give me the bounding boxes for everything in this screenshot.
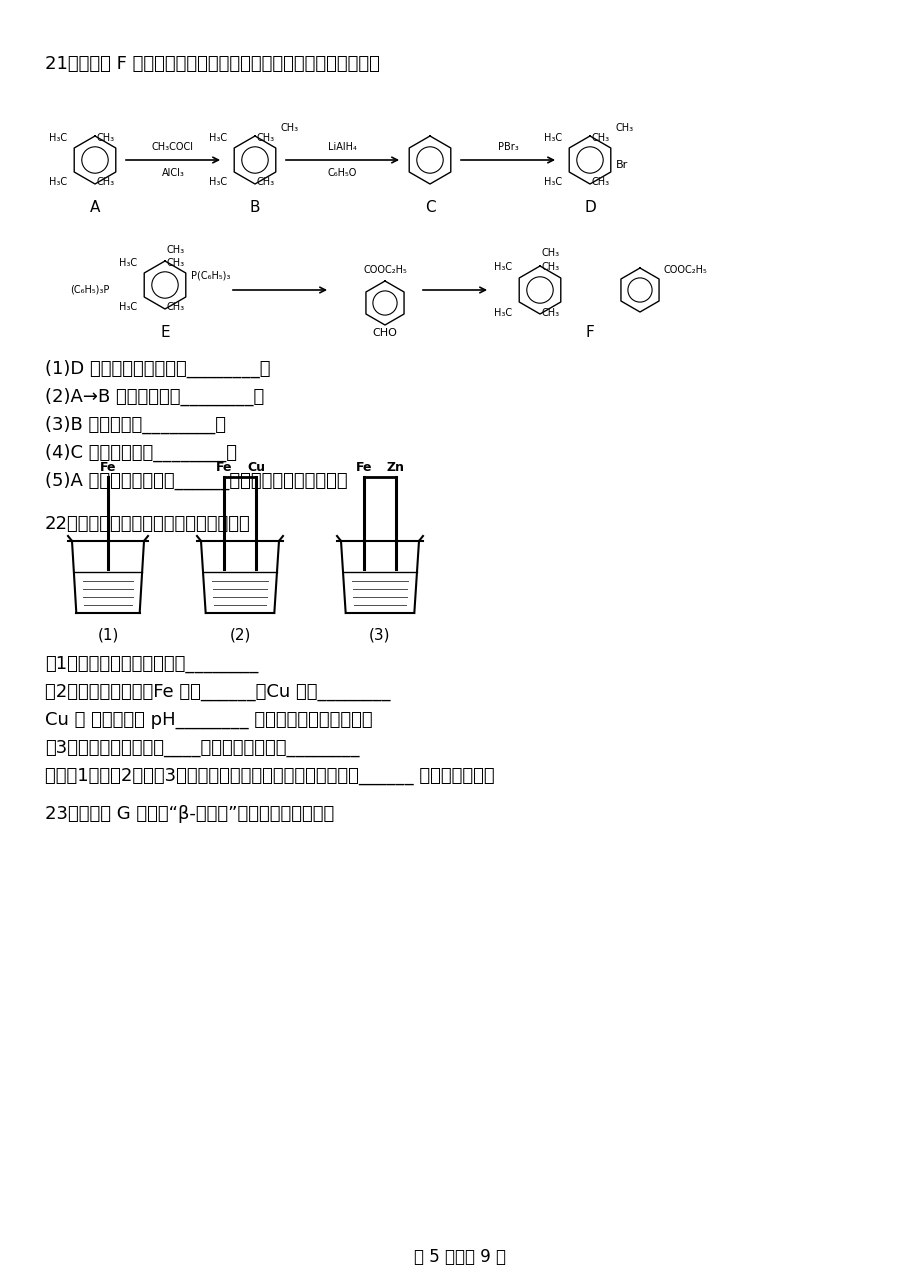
Text: C₆H₅O: C₆H₅O [327, 168, 357, 178]
Text: Fe: Fe [216, 461, 232, 474]
Text: (3): (3) [369, 628, 391, 642]
Text: CH₃: CH₃ [616, 123, 633, 132]
Text: E: E [160, 325, 170, 340]
Text: 23．有机物 G 是一种“β-兴奋剂”，其合成路线如下：: 23．有机物 G 是一种“β-兴奋剂”，其合成路线如下： [45, 805, 334, 824]
Text: CH₃: CH₃ [96, 177, 115, 187]
Text: C: C [425, 200, 435, 215]
Text: COOC₂H₅: COOC₂H₅ [664, 265, 707, 275]
Text: P(C₆H₅)₃: P(C₆H₅)₃ [191, 270, 230, 280]
Text: CH₃: CH₃ [541, 308, 560, 318]
Text: D: D [584, 200, 596, 215]
Text: (C₆H₅)₃P: (C₆H₅)₃P [71, 285, 110, 295]
Text: H₃C: H₃C [119, 302, 137, 312]
Text: Br: Br [616, 160, 628, 171]
Text: LiAlH₄: LiAlH₄ [328, 143, 357, 151]
Text: H₃C: H₃C [543, 177, 562, 187]
Text: CH₃: CH₃ [256, 132, 275, 143]
Text: CH₃: CH₃ [167, 244, 185, 255]
Text: CH₃: CH₃ [167, 258, 185, 269]
Text: Fe: Fe [99, 461, 116, 474]
Text: H₃C: H₃C [494, 262, 512, 272]
Text: Fe: Fe [356, 461, 372, 474]
Text: 比较（1）、（2）、（3）中纯铁被腑蚀的速率由快到慢的顺序______ （用序号回答）: 比较（1）、（2）、（3）中纯铁被腑蚀的速率由快到慢的顺序______ （用序号… [45, 768, 494, 785]
Text: H₃C: H₃C [543, 132, 562, 143]
Text: CH₃: CH₃ [591, 132, 609, 143]
Text: (4)C 的结构简式为________。: (4)C 的结构简式为________。 [45, 444, 237, 462]
Text: （1）中反应的离子方程式为________: （1）中反应的离子方程式为________ [45, 656, 258, 673]
Text: H₃C: H₃C [49, 177, 67, 187]
Text: (1)D 中所含官能团名称为________。: (1)D 中所含官能团名称为________。 [45, 360, 270, 378]
Text: CH₃: CH₃ [591, 177, 609, 187]
Text: (2)A→B 的反应类型是________。: (2)A→B 的反应类型是________。 [45, 388, 264, 406]
Text: CHO: CHO [372, 328, 397, 339]
Text: H₃C: H₃C [494, 308, 512, 318]
Text: (5)A 的核磁共振氢谱有______种类型氢原子的吸收峰。: (5)A 的核磁共振氢谱有______种类型氢原子的吸收峰。 [45, 472, 347, 490]
Text: A: A [90, 200, 100, 215]
Text: 第 5 页，共 9 页: 第 5 页，共 9 页 [414, 1248, 505, 1267]
Text: F: F [585, 325, 594, 340]
Text: CH₃COCl: CH₃COCl [152, 143, 194, 151]
Text: H₃C: H₃C [209, 177, 227, 187]
Text: CH₃: CH₃ [280, 123, 299, 132]
Text: CH₃: CH₃ [96, 132, 115, 143]
Text: PBr₃: PBr₃ [497, 143, 517, 151]
Text: H₃C: H₃C [49, 132, 67, 143]
Text: B: B [249, 200, 260, 215]
Text: (3)B 的分子式为________。: (3)B 的分子式为________。 [45, 416, 226, 434]
Text: Cu 极 附近溶液的 pH________ （填増大、减小或不变）: Cu 极 附近溶液的 pH________ （填増大、减小或不变） [45, 712, 372, 729]
Text: (2): (2) [229, 628, 250, 642]
Text: 21．化合物 F 是一种最新合成的溶瘤药物，可通过以下方法合成：: 21．化合物 F 是一种最新合成的溶瘤药物，可通过以下方法合成： [45, 55, 380, 73]
Text: （2）中的电极反应：Fe 极：______、Cu 极：________: （2）中的电极反应：Fe 极：______、Cu 极：________ [45, 684, 390, 701]
Text: CH₃: CH₃ [541, 248, 560, 258]
Text: H₃C: H₃C [119, 258, 137, 269]
Text: (1): (1) [97, 628, 119, 642]
Text: AlCl₃: AlCl₃ [162, 168, 184, 178]
Text: Zn: Zn [387, 461, 404, 474]
Text: CH₃: CH₃ [167, 302, 185, 312]
Text: CH₃: CH₃ [541, 262, 560, 272]
Text: CH₃: CH₃ [256, 177, 275, 187]
Text: （3）中作负极的金属是____，其电极反应式为________: （3）中作负极的金属是____，其电极反应式为________ [45, 740, 359, 757]
Text: 22．如下图所示，烧杯中都盛有稀硫酸。: 22．如下图所示，烧杯中都盛有稀硫酸。 [45, 516, 251, 533]
Text: COOC₂H₅: COOC₂H₅ [363, 265, 406, 275]
Text: Cu: Cu [246, 461, 265, 474]
Text: H₃C: H₃C [209, 132, 227, 143]
